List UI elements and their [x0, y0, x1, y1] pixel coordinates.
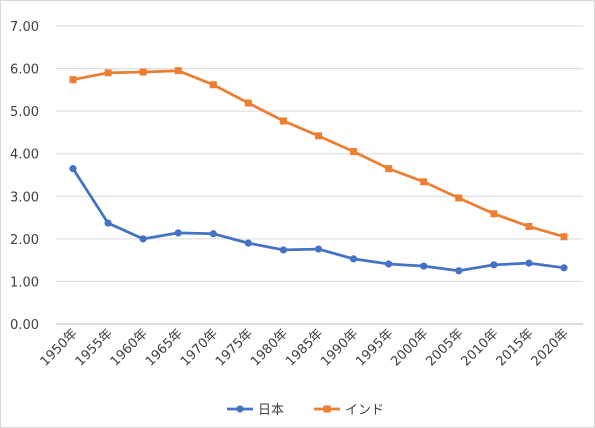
y-tick-label: 1.00: [10, 275, 39, 290]
x-tick-label: 2020年: [529, 326, 572, 369]
y-tick-label: 0.00: [10, 318, 39, 333]
data-point: [174, 229, 182, 237]
data-point: [420, 178, 428, 186]
data-point: [525, 223, 533, 231]
legend-label: 日本: [258, 403, 284, 418]
data-point: [244, 239, 252, 247]
data-point: [279, 117, 287, 125]
x-tick-label: 1985年: [283, 326, 326, 369]
legend-marker: [236, 405, 244, 413]
data-point: [174, 67, 182, 75]
x-tick-label: 1955年: [73, 326, 116, 369]
series-india: [69, 67, 568, 241]
data-point: [455, 194, 463, 202]
series-japan: [69, 165, 568, 275]
legend-label: インド: [345, 403, 384, 418]
data-point: [420, 262, 428, 270]
data-point: [139, 235, 147, 243]
x-tick-label: 2005年: [423, 326, 466, 369]
data-point: [385, 260, 393, 268]
legend-item: インド: [314, 403, 384, 418]
x-tick-label: 2010年: [458, 326, 501, 369]
data-point: [104, 219, 112, 227]
data-point: [560, 264, 568, 272]
x-tick-label: 1970年: [178, 326, 221, 369]
y-tick-label: 3.00: [10, 190, 39, 205]
data-point: [315, 132, 322, 140]
data-point: [279, 246, 288, 254]
data-point: [385, 165, 393, 173]
x-tick-label: 1980年: [248, 326, 291, 369]
data-point: [349, 255, 358, 263]
data-point: [525, 259, 533, 267]
data-point: [350, 148, 358, 156]
y-tick-label: 4.00: [10, 148, 39, 163]
legend-item: 日本: [227, 403, 284, 418]
x-tick-label: 2000年: [388, 326, 431, 369]
gridlines: [56, 25, 583, 325]
data-point: [314, 245, 323, 253]
x-tick-label: 1960年: [108, 326, 151, 369]
x-tick-label: 1990年: [318, 326, 361, 369]
series-lines: [69, 67, 568, 275]
data-point: [69, 76, 77, 84]
series-line: [71, 167, 566, 273]
y-tick-label: 7.00: [10, 20, 39, 35]
legend-marker: [323, 405, 331, 413]
x-axis: 1950年1955年1960年1965年1970年1975年1980年1985年…: [38, 326, 572, 369]
data-point: [104, 69, 112, 77]
data-point: [490, 210, 498, 218]
data-point: [139, 68, 147, 76]
data-point: [209, 81, 217, 89]
x-tick-label: 1995年: [353, 326, 396, 369]
x-tick-label: 1950年: [38, 326, 81, 369]
data-point: [455, 267, 463, 275]
x-tick-label: 1975年: [213, 326, 256, 369]
x-tick-label: 1965年: [143, 326, 186, 369]
data-point: [209, 230, 217, 238]
data-point: [560, 233, 568, 241]
y-axis: 0.00 1.00 2.00 3.00 4.00 5.00 6.00 7.00: [10, 20, 39, 333]
y-tick-label: 2.00: [10, 233, 39, 248]
legend: 日本 インド: [227, 403, 384, 418]
x-tick-label: 2015年: [494, 326, 537, 369]
data-point: [244, 99, 252, 107]
data-point: [490, 261, 498, 269]
data-point: [69, 165, 77, 173]
y-tick-label: 5.00: [10, 105, 39, 120]
y-tick-label: 6.00: [10, 63, 39, 78]
